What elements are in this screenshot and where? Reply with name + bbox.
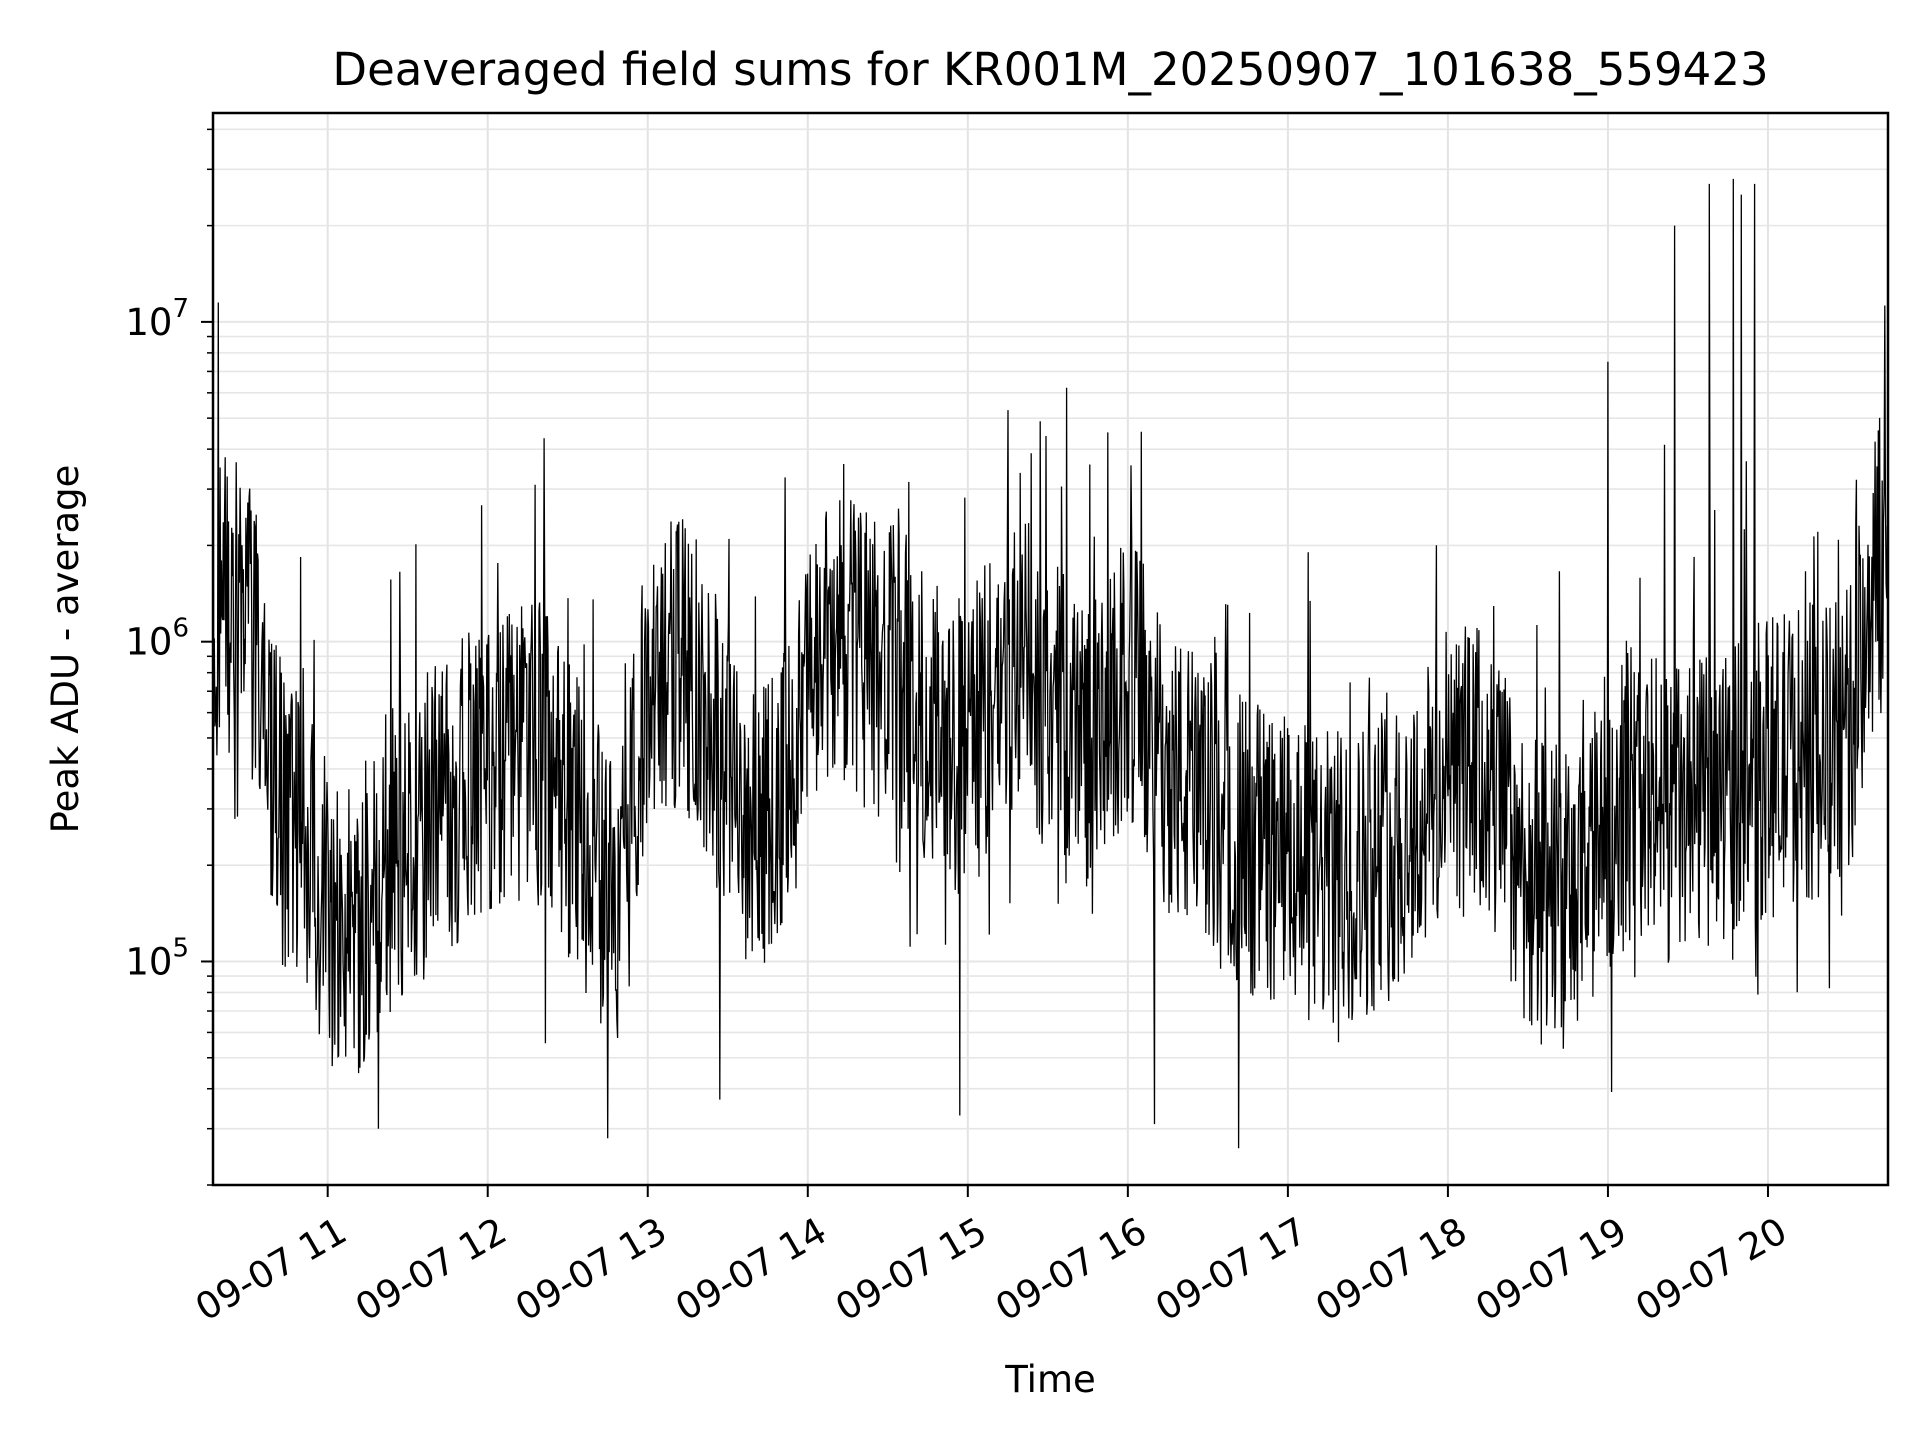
series-line: [212, 164, 1889, 1149]
y-tick-label: 107: [125, 294, 189, 344]
series-layer: [212, 164, 1889, 1149]
chart-title: Deaveraged field sums for KR001M_2025090…: [332, 43, 1768, 96]
plot-frame: [211, 111, 1890, 1187]
x-axis-label: Time: [1004, 1358, 1096, 1401]
y-tick-label: 105: [125, 933, 189, 983]
y-axis-label: Peak ADU - average: [44, 465, 87, 834]
y-tick-label: 106: [125, 614, 189, 664]
